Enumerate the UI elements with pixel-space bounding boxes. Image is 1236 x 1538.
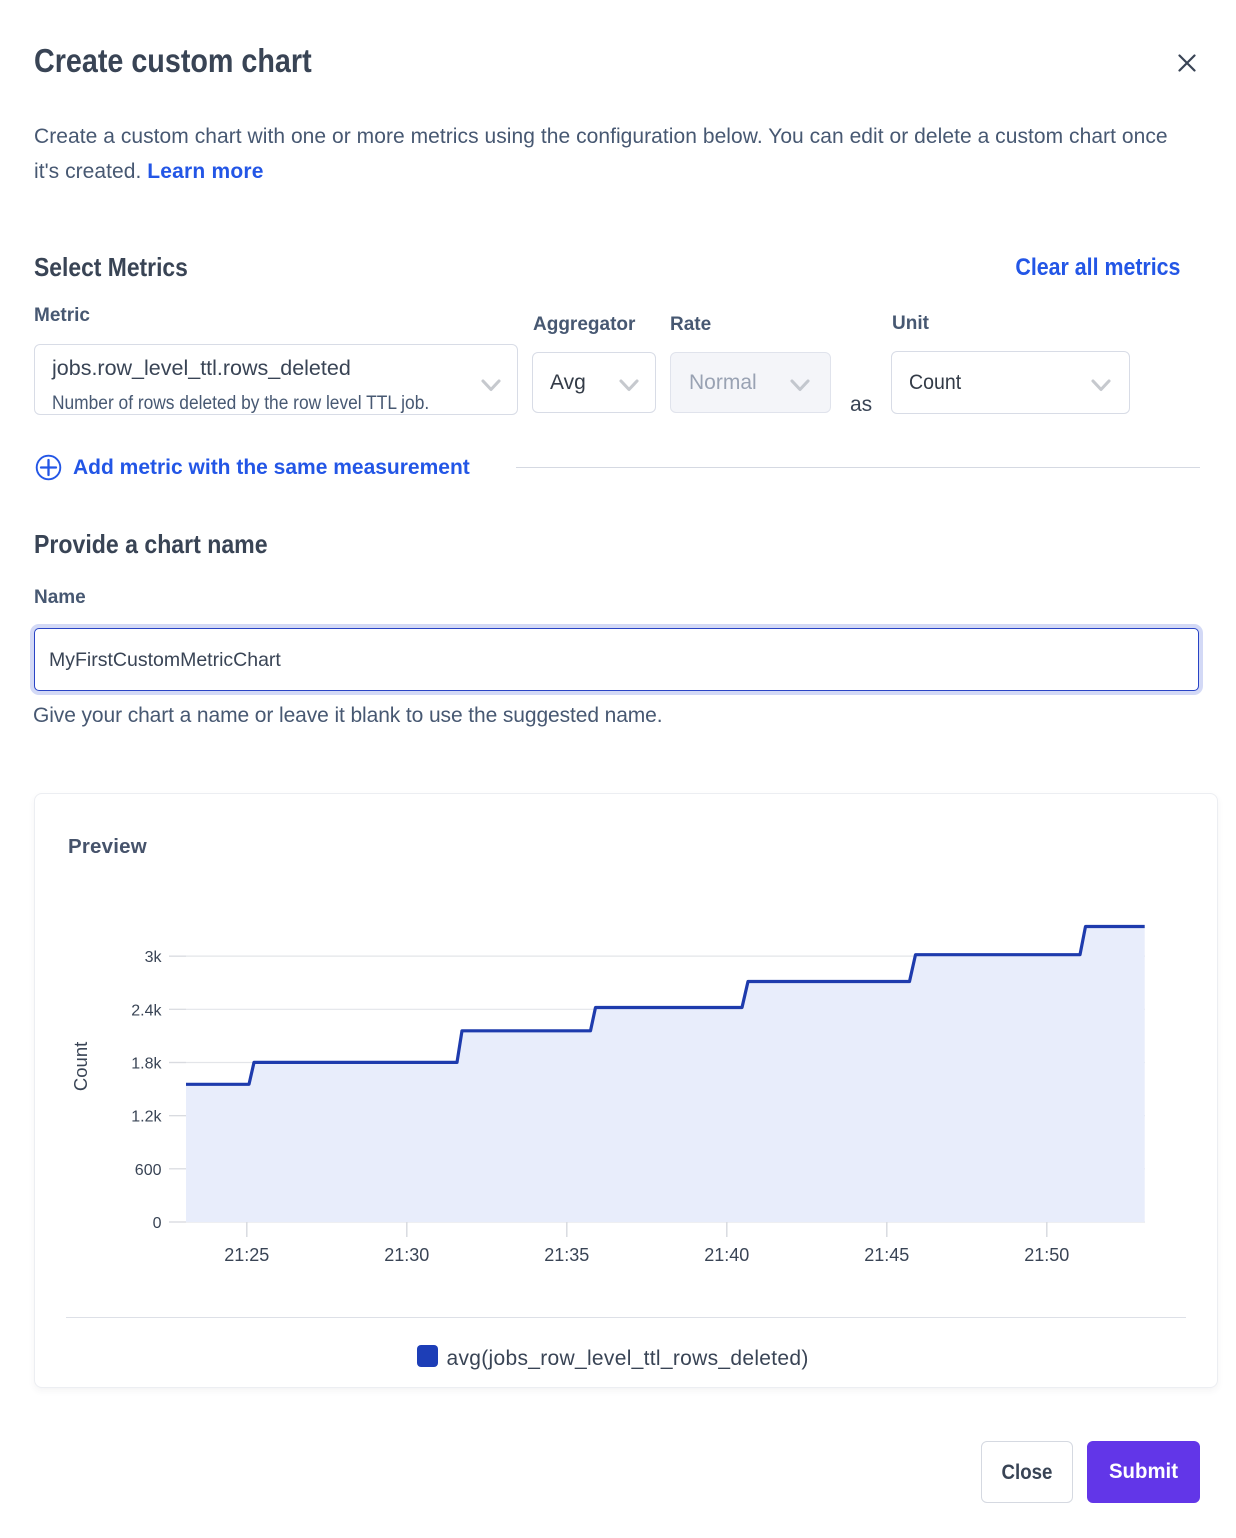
svg-text:0: 0 (153, 1215, 162, 1232)
svg-text:21:40: 21:40 (704, 1245, 749, 1265)
svg-text:21:35: 21:35 (544, 1245, 589, 1265)
svg-text:Count: Count (70, 1042, 91, 1091)
svg-text:2.4k: 2.4k (131, 1002, 162, 1019)
svg-text:21:45: 21:45 (864, 1245, 909, 1265)
svg-text:1.2k: 1.2k (131, 1109, 162, 1126)
svg-text:21:30: 21:30 (384, 1245, 429, 1265)
svg-text:3k: 3k (145, 949, 163, 966)
svg-text:21:50: 21:50 (1024, 1245, 1069, 1265)
svg-text:600: 600 (135, 1162, 162, 1179)
svg-text:1.8k: 1.8k (131, 1056, 162, 1073)
svg-text:21:25: 21:25 (224, 1245, 269, 1265)
